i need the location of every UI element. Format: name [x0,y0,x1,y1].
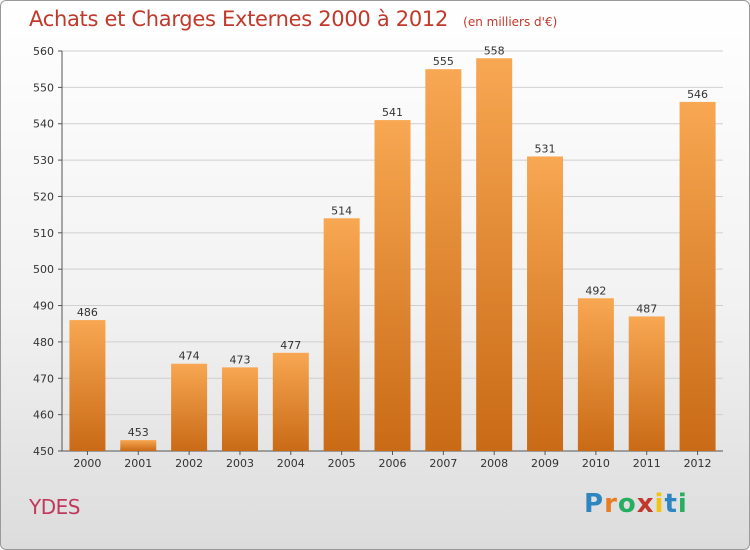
x-tick-label-2003: 2003 [226,457,254,470]
bar-2010 [577,298,614,451]
y-tick-label: 530 [33,154,54,167]
x-tick-label-2008: 2008 [480,457,508,470]
data-label-2005: 514 [331,204,352,217]
x-tick-label-2011: 2011 [633,457,661,470]
data-label-2010: 492 [585,284,606,297]
x-tick-label-2001: 2001 [124,457,152,470]
y-tick-label: 450 [33,445,54,458]
chart-title: Achats et Charges Externes 2000 à 2012 [29,7,449,31]
data-label-2011: 487 [636,302,657,315]
bar-2007 [425,69,462,451]
data-label-2002: 474 [179,350,200,363]
x-tick-label-2009: 2009 [531,457,559,470]
data-label-2004: 477 [280,339,301,352]
x-tick-label-2004: 2004 [277,457,305,470]
proxiti-logo: Proxiti [584,489,688,519]
bar-2004 [272,352,309,451]
y-tick-label: 500 [33,263,54,276]
chart-subtitle: (en milliers d'€) [463,15,558,29]
data-label-2003: 473 [229,353,250,366]
data-label-2008: 558 [484,44,505,57]
title-row: Achats et Charges Externes 2000 à 2012 (… [29,7,557,31]
bar-2009 [527,156,564,452]
logo-letter: o [617,489,637,519]
logo-letter: P [584,489,605,519]
y-tick-label: 510 [33,227,54,240]
y-tick-label: 540 [33,118,54,131]
bar-2011 [628,316,665,451]
y-tick-label: 550 [33,81,54,94]
commune-name: YDES [29,495,80,519]
logo-letter: i [654,489,665,519]
bar-2008 [476,58,513,451]
bar-2012 [679,101,716,451]
data-label-2009: 531 [535,142,556,155]
x-tick-label-2007: 2007 [429,457,457,470]
y-tick-label: 470 [33,372,54,385]
y-tick-label: 460 [33,409,54,422]
data-labels: 486 453 474 473 477 514 541 555 558 531 492 487 546 [77,44,708,439]
data-label-2006: 541 [382,106,403,119]
x-tick-label-2002: 2002 [175,457,203,470]
bar-2005 [323,218,360,451]
logo-letter: r [604,489,618,519]
data-label-2001: 453 [128,426,149,439]
x-tick-label-2010: 2010 [582,457,610,470]
bar-2003 [221,367,258,451]
bar-2000 [69,320,106,451]
data-label-2000: 486 [77,306,98,319]
data-label-2012: 546 [687,88,708,101]
y-tick-label: 480 [33,336,54,349]
bar-2002 [171,363,208,451]
y-tick-label: 520 [33,190,54,203]
bar-2006 [374,120,411,451]
x-tick-label-2000: 2000 [73,457,101,470]
x-tick-label-2006: 2006 [379,457,407,470]
x-tick-label-2005: 2005 [328,457,356,470]
logo-letter: i [677,489,688,519]
data-label-2007: 555 [433,55,454,68]
bars [69,58,716,452]
y-tick-label: 560 [33,45,54,58]
bar-2001 [120,440,157,451]
y-tick-label: 490 [33,300,54,313]
logo-letter: t [664,489,678,519]
logo-letter: x [636,489,655,519]
x-tick-label-2012: 2012 [684,457,712,470]
